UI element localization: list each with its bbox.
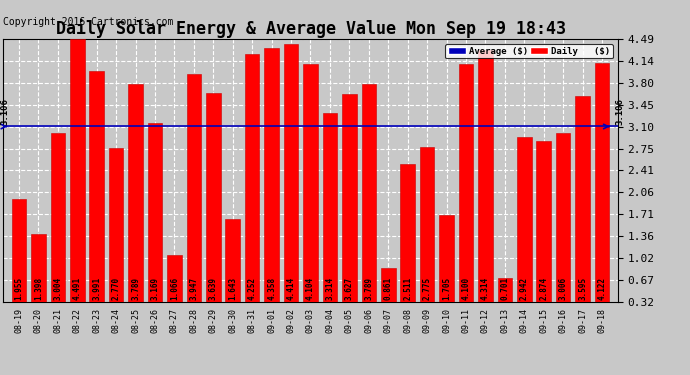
Text: 1.705: 1.705 (442, 277, 451, 300)
Bar (381, 268, 395, 322)
Bar (420, 147, 435, 322)
Legend: Average ($), Daily   ($): Average ($), Daily ($) (445, 44, 613, 58)
Bar (284, 44, 298, 322)
Text: 3.595: 3.595 (578, 277, 587, 300)
Bar (128, 84, 143, 322)
Text: 3.639: 3.639 (209, 277, 218, 300)
Text: 3.006: 3.006 (559, 277, 568, 300)
Bar (109, 148, 124, 322)
Bar (575, 96, 590, 322)
Text: 4.491: 4.491 (73, 277, 82, 300)
Text: 4.122: 4.122 (598, 277, 607, 300)
Bar (50, 133, 65, 322)
Text: 4.358: 4.358 (267, 277, 276, 300)
Bar (362, 84, 376, 322)
Bar (167, 255, 181, 322)
Text: 3.789: 3.789 (131, 277, 140, 300)
Text: 3.991: 3.991 (92, 277, 101, 300)
Bar (31, 234, 46, 322)
Bar (70, 39, 85, 322)
Bar (148, 123, 162, 322)
Text: 3.627: 3.627 (345, 277, 354, 300)
Bar (264, 48, 279, 322)
Text: 3.789: 3.789 (364, 277, 373, 300)
Text: 1.643: 1.643 (228, 277, 237, 300)
Bar (536, 141, 551, 322)
Text: 4.414: 4.414 (286, 277, 295, 300)
Text: 1.398: 1.398 (34, 277, 43, 300)
Text: 4.104: 4.104 (306, 277, 315, 300)
Bar (517, 137, 531, 322)
Text: 2.511: 2.511 (403, 277, 412, 300)
Bar (440, 215, 454, 322)
Bar (556, 133, 571, 322)
Text: 4.100: 4.100 (462, 277, 471, 300)
Bar (323, 113, 337, 322)
Bar (90, 71, 104, 322)
Text: 0.861: 0.861 (384, 277, 393, 300)
Text: 4.314: 4.314 (481, 277, 490, 300)
Text: 3.314: 3.314 (326, 277, 335, 300)
Text: 3.106: 3.106 (615, 98, 624, 125)
Bar (400, 164, 415, 322)
Bar (478, 51, 493, 322)
Text: 3.947: 3.947 (189, 277, 199, 300)
Text: 2.942: 2.942 (520, 277, 529, 300)
Bar (226, 219, 240, 322)
Text: 1.066: 1.066 (170, 277, 179, 300)
Text: 0.701: 0.701 (500, 277, 509, 300)
Bar (12, 199, 26, 322)
Text: 3.106: 3.106 (1, 98, 10, 125)
Text: 2.770: 2.770 (112, 277, 121, 300)
Bar (459, 64, 473, 322)
Title: Daily Solar Energy & Average Value Mon Sep 19 18:43: Daily Solar Energy & Average Value Mon S… (55, 19, 566, 38)
Bar (206, 93, 221, 322)
Bar (245, 54, 259, 322)
Bar (186, 74, 201, 322)
Bar (342, 94, 357, 322)
Text: 1.955: 1.955 (14, 277, 23, 300)
Text: 4.252: 4.252 (248, 277, 257, 300)
Text: Copyright 2016 Cartronics.com: Copyright 2016 Cartronics.com (3, 17, 174, 27)
Bar (595, 63, 609, 322)
Bar (303, 64, 318, 322)
Text: 2.874: 2.874 (539, 277, 548, 300)
Text: 2.775: 2.775 (422, 277, 432, 300)
Bar (497, 278, 512, 322)
Text: 3.004: 3.004 (53, 277, 62, 300)
Text: 3.169: 3.169 (150, 277, 159, 300)
